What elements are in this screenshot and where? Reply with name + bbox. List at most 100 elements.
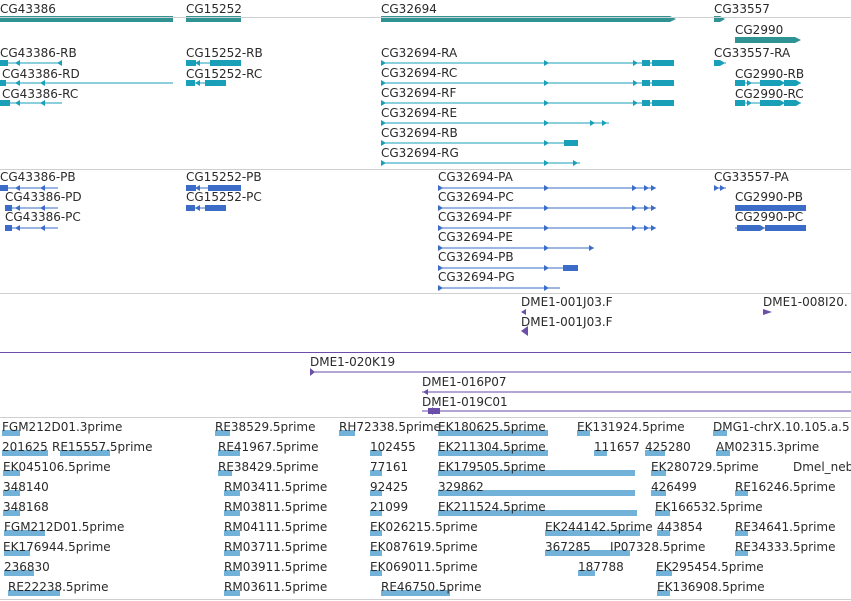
protein-cg2990-pc[interactable] [735,225,806,231]
est-feature-glyph-13[interactable] [224,490,240,496]
est-feature-glyph-29[interactable] [370,530,382,536]
est-label-ek179505-5prime-26[interactable]: EK179505.5prime [438,460,546,474]
transcript-label-cg32694-ra-5[interactable]: CG32694-RA [381,46,458,60]
protein-label-cg15252-pb-3[interactable]: CG15252-PB [186,170,262,184]
transcript-cg32694-ra[interactable] [381,60,674,66]
est-feature-glyph-7[interactable] [4,550,30,556]
protein-label-cg15252-pc-4[interactable]: CG15252-PC [186,190,262,204]
transcript-cg32694-rg[interactable] [381,160,580,166]
protein-cg32694-pf[interactable] [438,225,656,231]
est-feature-glyph-8[interactable] [4,570,34,576]
bac-dme1-020k19[interactable] [310,368,851,376]
gene-bar-cg15252[interactable] [186,16,241,22]
clone-arrow-dme1-001j03-f-a[interactable] [521,309,526,315]
gene-label-cg2990-4[interactable]: CG2990 [735,23,784,37]
est-feature-glyph-34[interactable] [594,450,607,456]
est-label-rm04111-5prime-15[interactable]: RM04111.5prime [224,520,328,534]
est-label-dmel-neb-48[interactable]: Dmel_neb [793,460,851,474]
protein-label-cg32694-pe-8[interactable]: CG32694-PE [438,230,513,244]
transcript-cg2990-rb[interactable] [735,80,801,86]
protein-label-cg2990-pb-12[interactable]: CG2990-PB [735,190,804,204]
est-feature-glyph-14[interactable] [224,510,240,516]
est-label-am02315-3prime-47[interactable]: AM02315.3prime [716,440,820,454]
transcript-cg15252-rc[interactable] [186,80,226,86]
est-feature-glyph-42[interactable] [610,550,625,556]
est-label-201625-1[interactable]: 201625 [2,440,48,454]
est-feature-glyph-15[interactable] [224,530,240,536]
bac-label-dme1-020k19-0[interactable]: DME1-020K19 [310,355,396,369]
est-label-ek087619-5prime-30[interactable]: EK087619.5prime [370,540,478,554]
transcript-label-cg33557-ra-11[interactable]: CG33557-RA [714,46,791,60]
est-feature-glyph-11[interactable] [218,450,240,456]
est-feature-glyph-36[interactable] [651,470,666,476]
protein-label-cg32694-pg-10[interactable]: CG32694-PG [438,270,515,284]
transcript-label-cg2990-rb-12[interactable]: CG2990-RB [735,67,805,81]
est-feature-glyph-33[interactable] [577,430,590,436]
est-feature-glyph-39[interactable] [545,530,640,536]
protein-cg32694-pe[interactable] [438,245,594,251]
clone-arrow-dme1-001j03-f-b[interactable] [521,326,528,336]
est-feature-glyph-35[interactable] [645,450,665,456]
est-label-fgm212d01-5prime-6[interactable]: FGM212D01.5prime [4,520,125,534]
est-feature-glyph-23[interactable] [370,510,382,516]
est-label-348168-5[interactable]: 348168 [3,500,49,514]
est-feature-glyph-5[interactable] [3,510,20,516]
est-feature-glyph-3[interactable] [3,470,20,476]
est-label-ek166532-5prime-38[interactable]: EK166532.5prime [655,500,763,514]
est-label-rm03611-5prime-18[interactable]: RM03611.5prime [224,580,328,594]
est-label-ek211524-5prime-28[interactable]: EK211524.5prime [438,500,546,514]
est-feature-glyph-22[interactable] [370,490,382,496]
est-feature-glyph-9[interactable] [8,590,60,596]
protein-label-cg32694-pc-6[interactable]: CG32694-PC [438,190,514,204]
est-feature-glyph-0[interactable] [2,430,20,436]
est-label-425280-35[interactable]: 425280 [645,440,691,454]
est-label-rm03711-5prime-16[interactable]: RM03711.5prime [224,540,328,554]
est-label-21099-23[interactable]: 21099 [370,500,409,514]
transcript-cg33557-ra[interactable] [714,60,726,66]
transcript-cg32694-rc[interactable] [381,80,674,86]
est-feature-glyph-46[interactable] [713,430,727,436]
est-label-re46750-5prime-32[interactable]: RE46750.5prime [381,580,482,594]
transcript-label-cg2990-rc-13[interactable]: CG2990-RC [735,87,804,101]
protein-label-cg2990-pc-13[interactable]: CG2990-PC [735,210,804,224]
est-feature-glyph-38[interactable] [655,510,670,516]
est-feature-glyph-10[interactable] [215,430,230,436]
transcript-label-cg32694-re-8[interactable]: CG32694-RE [381,106,458,120]
protein-cg15252-pc[interactable] [186,205,226,211]
est-feature-glyph-28[interactable] [438,510,637,516]
est-label-rh72338-5prime-19[interactable]: RH72338.5prime [339,420,441,434]
transcript-label-cg32694-rg-10[interactable]: CG32694-RG [381,146,459,160]
est-label-re34641-5prime-50[interactable]: RE34641.5prime [735,520,836,534]
est-label-329862-27[interactable]: 329862 [438,480,484,494]
protein-label-cg43386-pd-1[interactable]: CG43386-PD [5,190,82,204]
clone-label-dme1-001j03-f-1[interactable]: DME1-001J03.F [521,315,613,329]
est-label-367285-41[interactable]: 367285 [545,540,591,554]
protein-cg32694-pa[interactable] [438,185,656,191]
protein-cg43386-pd[interactable] [5,205,58,211]
gene-bar-cg2990[interactable] [735,37,801,43]
est-feature-glyph-1[interactable] [2,450,48,456]
est-label-re16246-5prime-49[interactable]: RE16246.5prime [735,480,836,494]
est-label-re38529-5prime-10[interactable]: RE38529.5prime [215,420,316,434]
transcript-label-cg15252-rc-4[interactable]: CG15252-RC [186,67,263,81]
est-feature-glyph-45[interactable] [657,590,670,596]
est-label-ek026215-5prime-29[interactable]: EK026215.5prime [370,520,478,534]
bac-label-dme1-019c01-2[interactable]: DME1-019C01 [422,395,508,409]
est-feature-glyph-6[interactable] [4,530,45,536]
transcript-cg43386-rd[interactable] [0,80,173,86]
est-label-102455-20[interactable]: 102455 [370,440,416,454]
est-feature-glyph-48[interactable] [735,490,748,496]
est-label-ek069011-5prime-31[interactable]: EK069011.5prime [370,560,478,574]
est-label-111657-34[interactable]: 111657 [594,440,640,454]
gene-label-cg33557-3[interactable]: CG33557 [714,2,770,16]
est-label-ek131924-5prime-33[interactable]: EK131924.5prime [577,420,685,434]
protein-label-cg32694-pb-9[interactable]: CG32694-PB [438,250,514,264]
est-feature-glyph-17[interactable] [224,570,240,576]
clone-label-dme1-008i20-2[interactable]: DME1-008I20. [763,295,848,309]
transcript-cg2990-rc[interactable] [735,100,801,106]
est-feature-glyph-49[interactable] [735,530,748,536]
est-feature-glyph-27[interactable] [438,490,635,496]
protein-cg32694-pc[interactable] [438,205,656,211]
est-label-443854-40[interactable]: 443854 [657,520,703,534]
est-feature-glyph-21[interactable] [370,470,382,476]
